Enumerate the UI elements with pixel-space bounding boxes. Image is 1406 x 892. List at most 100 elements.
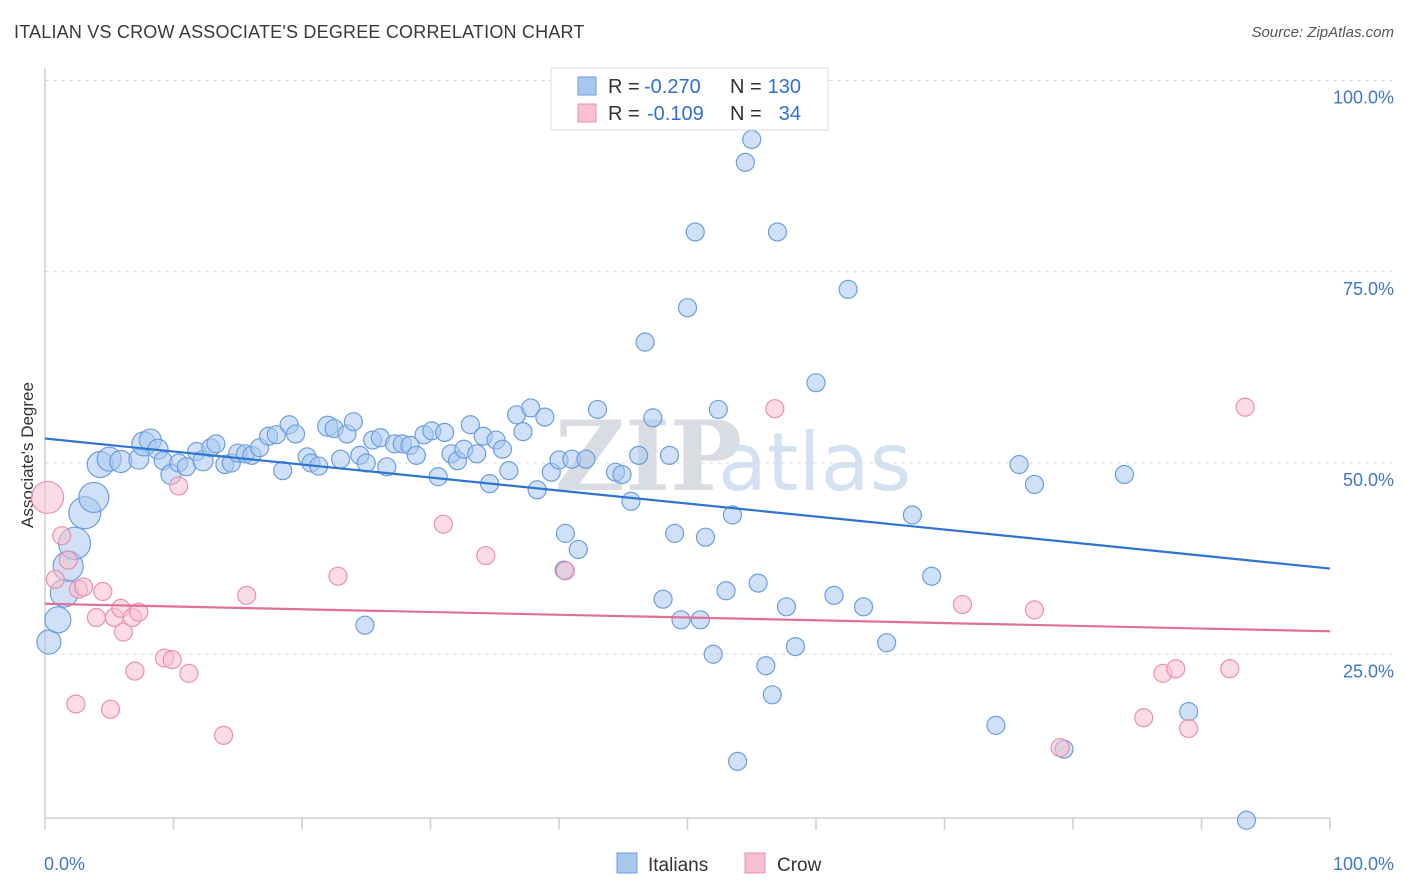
point-italians-113: [1114, 464, 1135, 485]
point-italians-90: [703, 644, 723, 664]
point-italians-87: [685, 222, 705, 242]
point-italians-86: [677, 298, 698, 318]
point-italians-0: [36, 629, 62, 655]
point-italians-115: [1236, 810, 1257, 830]
point-italians-65: [513, 422, 533, 442]
top-legend: R = -0.270 N = 130 R = -0.109 N = 34: [550, 67, 829, 131]
point-italians-6: [78, 481, 110, 514]
point-italians-82: [653, 589, 673, 609]
point-italians-88: [690, 610, 710, 630]
point-crow-25: [555, 561, 576, 581]
point-italians-99: [762, 685, 782, 705]
point-crow-20: [214, 725, 234, 745]
point-italians-45: [377, 457, 397, 477]
point-italians-101: [776, 597, 797, 617]
point-italians-84: [665, 523, 685, 543]
point-italians-73: [568, 539, 588, 560]
point-italians-83: [659, 445, 680, 465]
point-italians-100: [767, 222, 788, 242]
point-crow-23: [433, 514, 453, 534]
point-italians-66: [521, 398, 541, 418]
point-italians-75: [587, 399, 608, 420]
point-italians-49: [406, 445, 426, 465]
legend-swatch-crow: [577, 103, 597, 123]
chart-title: ITALIAN VS CROW ASSOCIATE'S DEGREE CORRE…: [14, 22, 585, 42]
point-italians-32: [285, 424, 306, 444]
point-italians-104: [838, 279, 858, 299]
point-crow-15: [129, 602, 149, 622]
point-italians-114: [1179, 702, 1199, 722]
legend-r-label-italians: R =: [608, 76, 640, 98]
point-crow-14: [125, 661, 145, 681]
point-italians-40: [343, 412, 363, 432]
point-italians-71: [555, 523, 576, 543]
point-italians-62: [492, 439, 513, 459]
series-crow-points: [30, 397, 1255, 758]
point-crow-8: [93, 581, 113, 602]
trend-lines: [44, 437, 1331, 633]
point-italians-89: [695, 527, 716, 547]
point-crow-26: [765, 399, 785, 419]
point-crow-22: [328, 566, 348, 586]
point-crow-4: [66, 694, 86, 714]
x-tick-label-max: 100.0%: [1333, 854, 1394, 874]
legend-n-value-crow: 34: [779, 103, 801, 125]
x-tick-label-min: 0.0%: [44, 854, 85, 874]
point-crow-33: [1220, 659, 1240, 679]
point-italians-98: [756, 656, 776, 676]
point-italians-68: [535, 407, 555, 427]
legend-box: [550, 67, 829, 131]
point-italians-29: [266, 425, 286, 445]
bottom-legend: Italians Crow: [616, 852, 822, 876]
trend-line-crow: [44, 602, 1331, 633]
point-italians-102: [806, 373, 826, 393]
point-crow-1: [45, 569, 65, 589]
point-italians-21: [206, 434, 226, 454]
bottom-legend-swatch-crow: [744, 852, 766, 874]
point-crow-24: [476, 545, 496, 566]
point-italians-38: [330, 449, 351, 469]
point-crow-6: [73, 577, 94, 597]
point-crow-30: [1134, 708, 1154, 728]
point-crow-3: [58, 550, 78, 570]
source-credit: Source: ZipAtlas.com: [1251, 24, 1394, 41]
point-italians-81: [643, 408, 663, 428]
legend-r-value-italians: -0.270: [644, 76, 701, 98]
point-italians-107: [902, 505, 922, 525]
point-italians-53: [435, 422, 455, 442]
point-crow-29: [1050, 737, 1070, 758]
point-crow-12: [113, 622, 133, 642]
point-italians-117: [785, 636, 806, 657]
y-tick-labels: 25.0% 50.0% 75.0% 100.0%: [1333, 88, 1394, 682]
bottom-legend-label-italians: Italians: [648, 855, 708, 876]
point-italians-94: [728, 751, 748, 771]
y-tick-label-50: 50.0%: [1343, 470, 1394, 490]
legend-n-label-crow: N =: [730, 103, 762, 125]
x-ticks: [44, 818, 1331, 830]
legend-n-value-italians: 130: [768, 76, 801, 98]
point-crow-7: [86, 607, 107, 628]
point-italians-106: [877, 633, 897, 653]
point-crow-9: [100, 699, 121, 719]
point-italians-103: [824, 585, 844, 605]
point-crow-21: [237, 585, 257, 605]
point-crow-0: [30, 480, 65, 515]
point-italians-77: [612, 464, 632, 485]
point-crow-32: [1166, 659, 1186, 679]
point-italians-63: [499, 461, 519, 481]
point-crow-19: [179, 663, 199, 683]
point-italians-80: [635, 332, 655, 352]
point-italians-78: [621, 491, 641, 511]
point-italians-85: [671, 610, 691, 630]
point-italians-105: [853, 597, 874, 617]
point-italians-58: [467, 444, 487, 464]
point-italians-91: [708, 399, 728, 420]
point-italians-96: [742, 129, 762, 150]
y-tick-label-25: 25.0%: [1343, 661, 1394, 681]
bottom-legend-label-crow: Crow: [777, 855, 822, 876]
point-crow-2: [52, 526, 72, 546]
legend-r-value-crow: -0.109: [647, 103, 704, 125]
point-italians-97: [748, 573, 768, 593]
point-crow-34: [1235, 397, 1255, 417]
